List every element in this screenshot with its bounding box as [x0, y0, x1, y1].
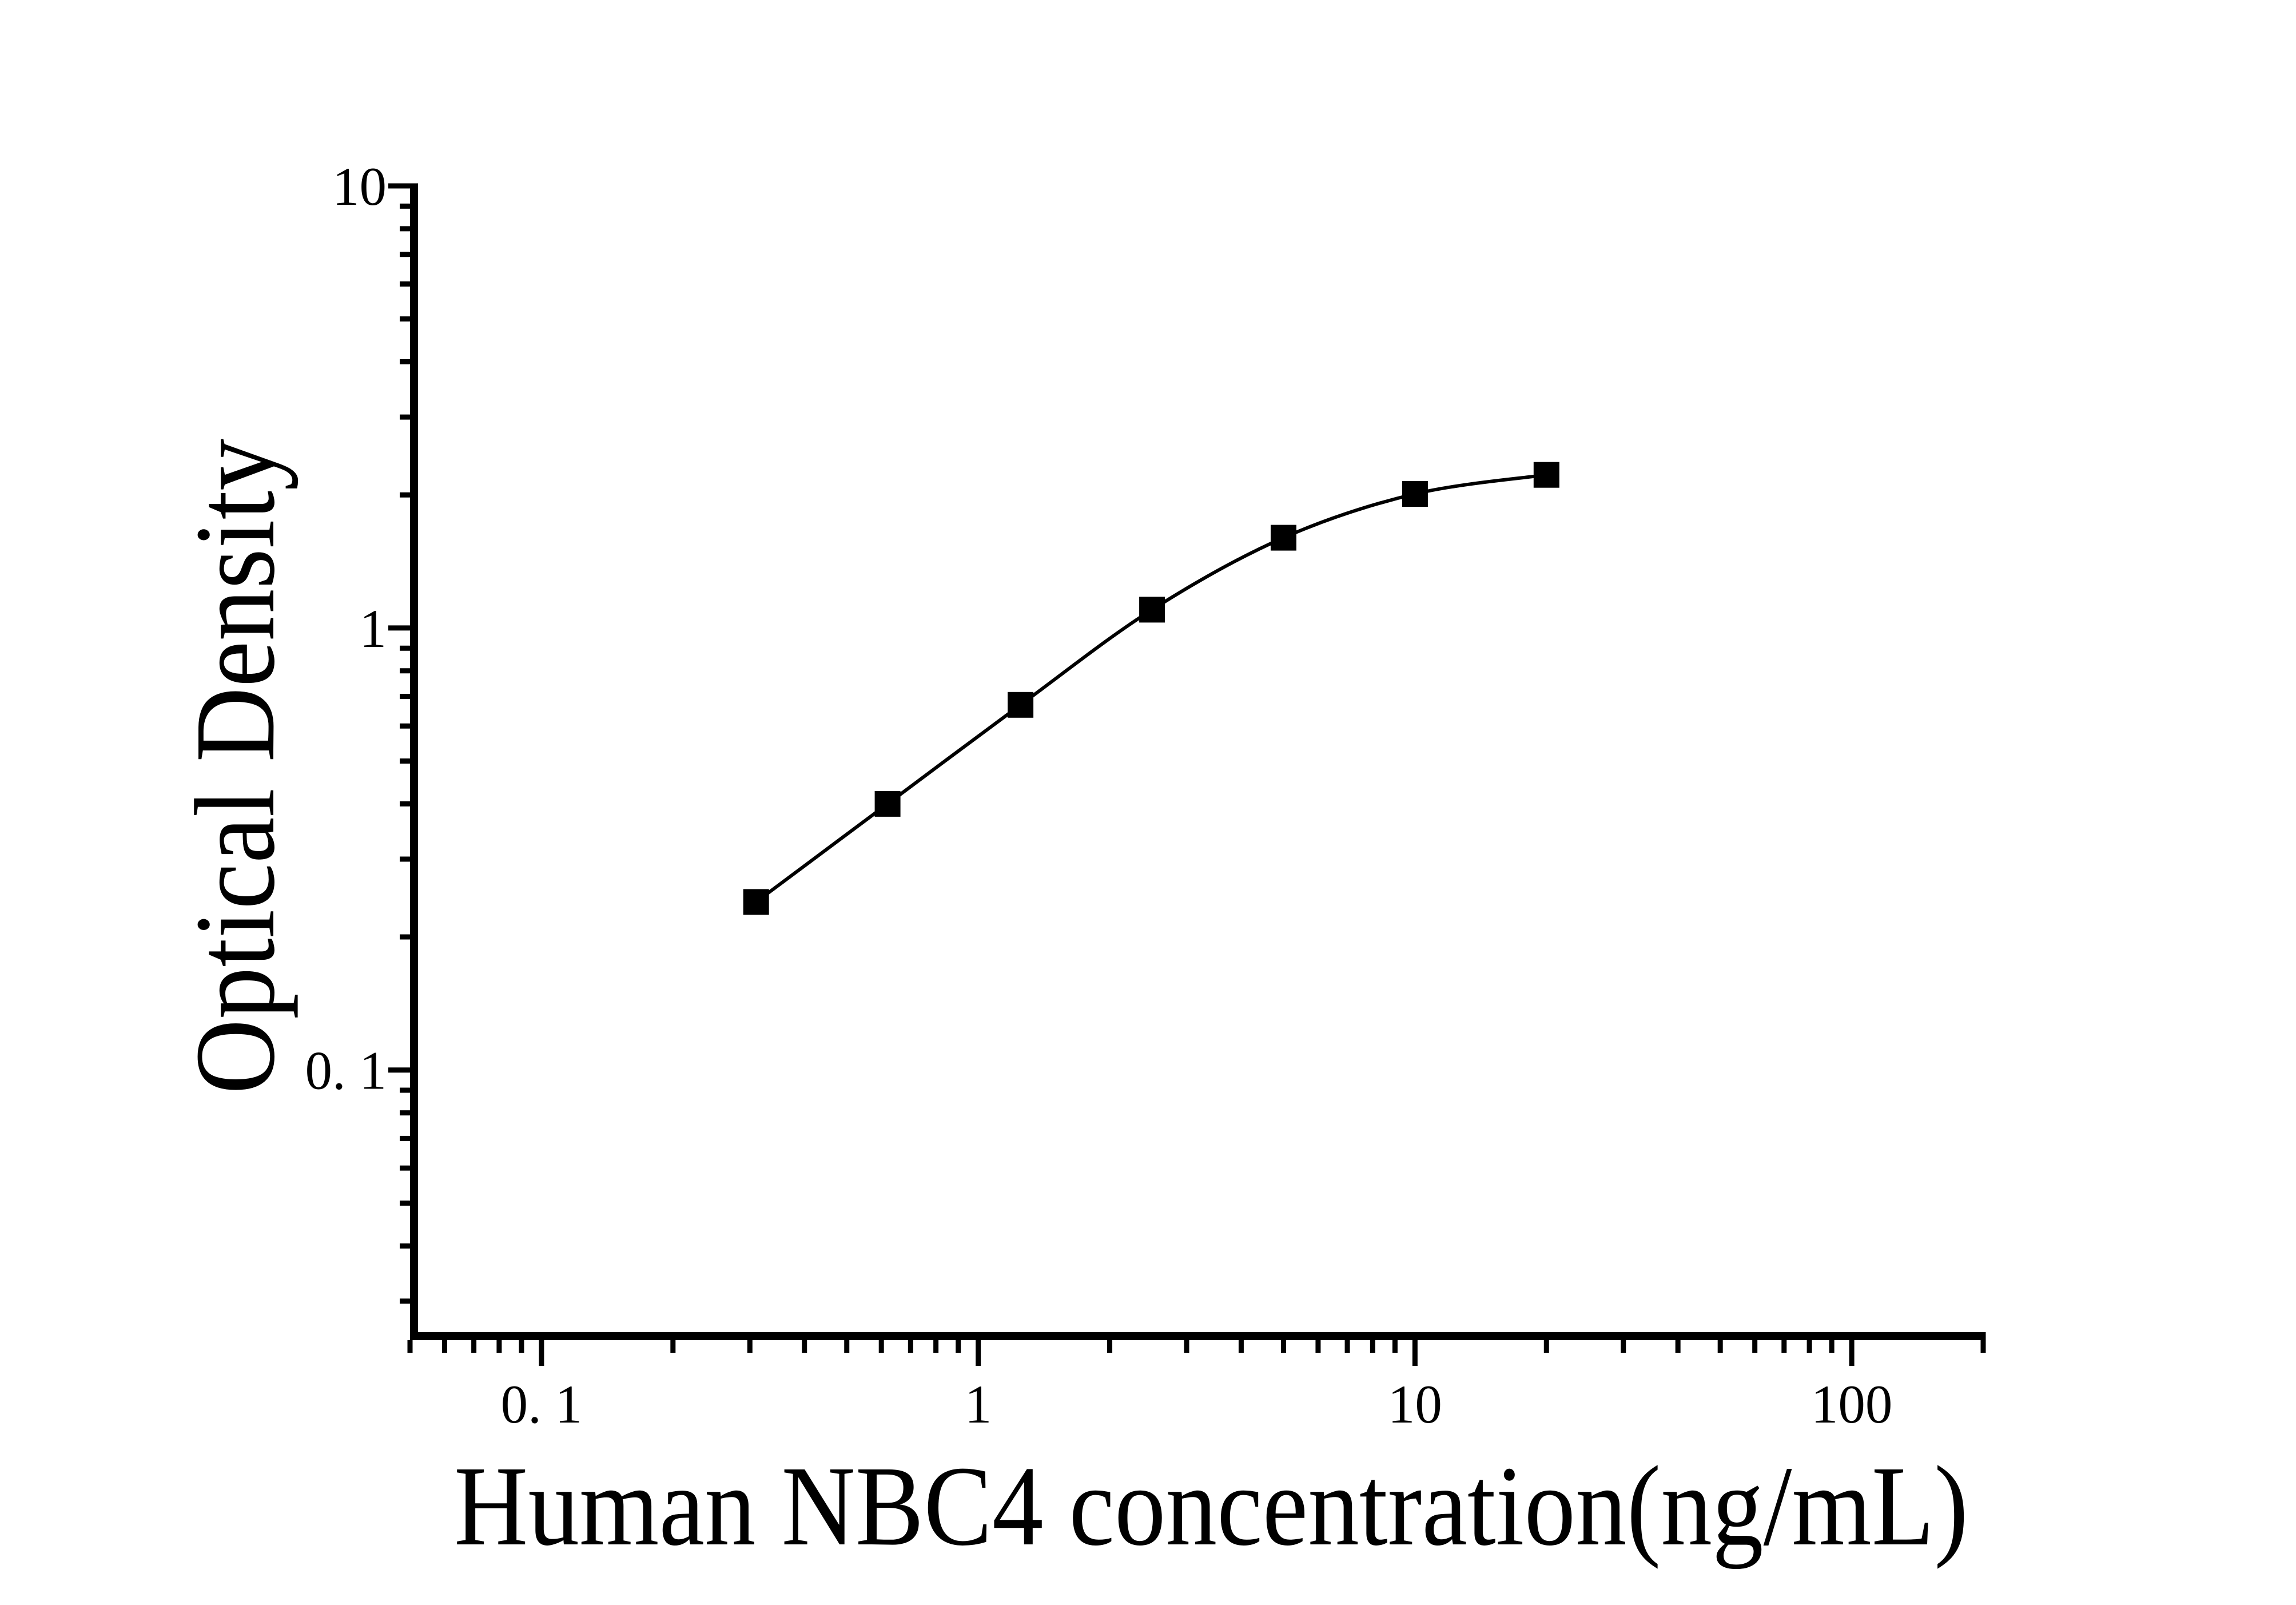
x-tick-label: 1	[965, 1374, 992, 1435]
data-series	[743, 462, 1559, 915]
y-tick-label: 10	[332, 156, 387, 217]
y-axis-title: Optical Density	[172, 439, 299, 1094]
x-axis-title: Human NBC4 concentration(ng/mL)	[454, 1443, 1968, 1570]
x-tick-label: 0. 1	[501, 1374, 583, 1435]
y-tick-label: 1	[360, 598, 387, 659]
x-tick-label: 100	[1811, 1374, 1893, 1435]
axis-ticks	[388, 183, 1986, 1366]
axis-tick-labels: 0. 1 1 10 100 10 1 0. 1	[305, 156, 1893, 1435]
y-tick-label: 0. 1	[305, 1040, 387, 1101]
data-point-marker	[1533, 462, 1559, 488]
data-point-marker	[1271, 525, 1296, 551]
series-line	[755, 473, 1547, 904]
data-point-marker	[1139, 597, 1165, 623]
data-point-marker	[743, 889, 769, 915]
axes	[410, 183, 1986, 1340]
data-point-marker	[1008, 692, 1034, 718]
data-point-marker	[874, 790, 901, 817]
data-point-marker	[1402, 481, 1428, 507]
x-tick-label: 10	[1388, 1374, 1442, 1435]
